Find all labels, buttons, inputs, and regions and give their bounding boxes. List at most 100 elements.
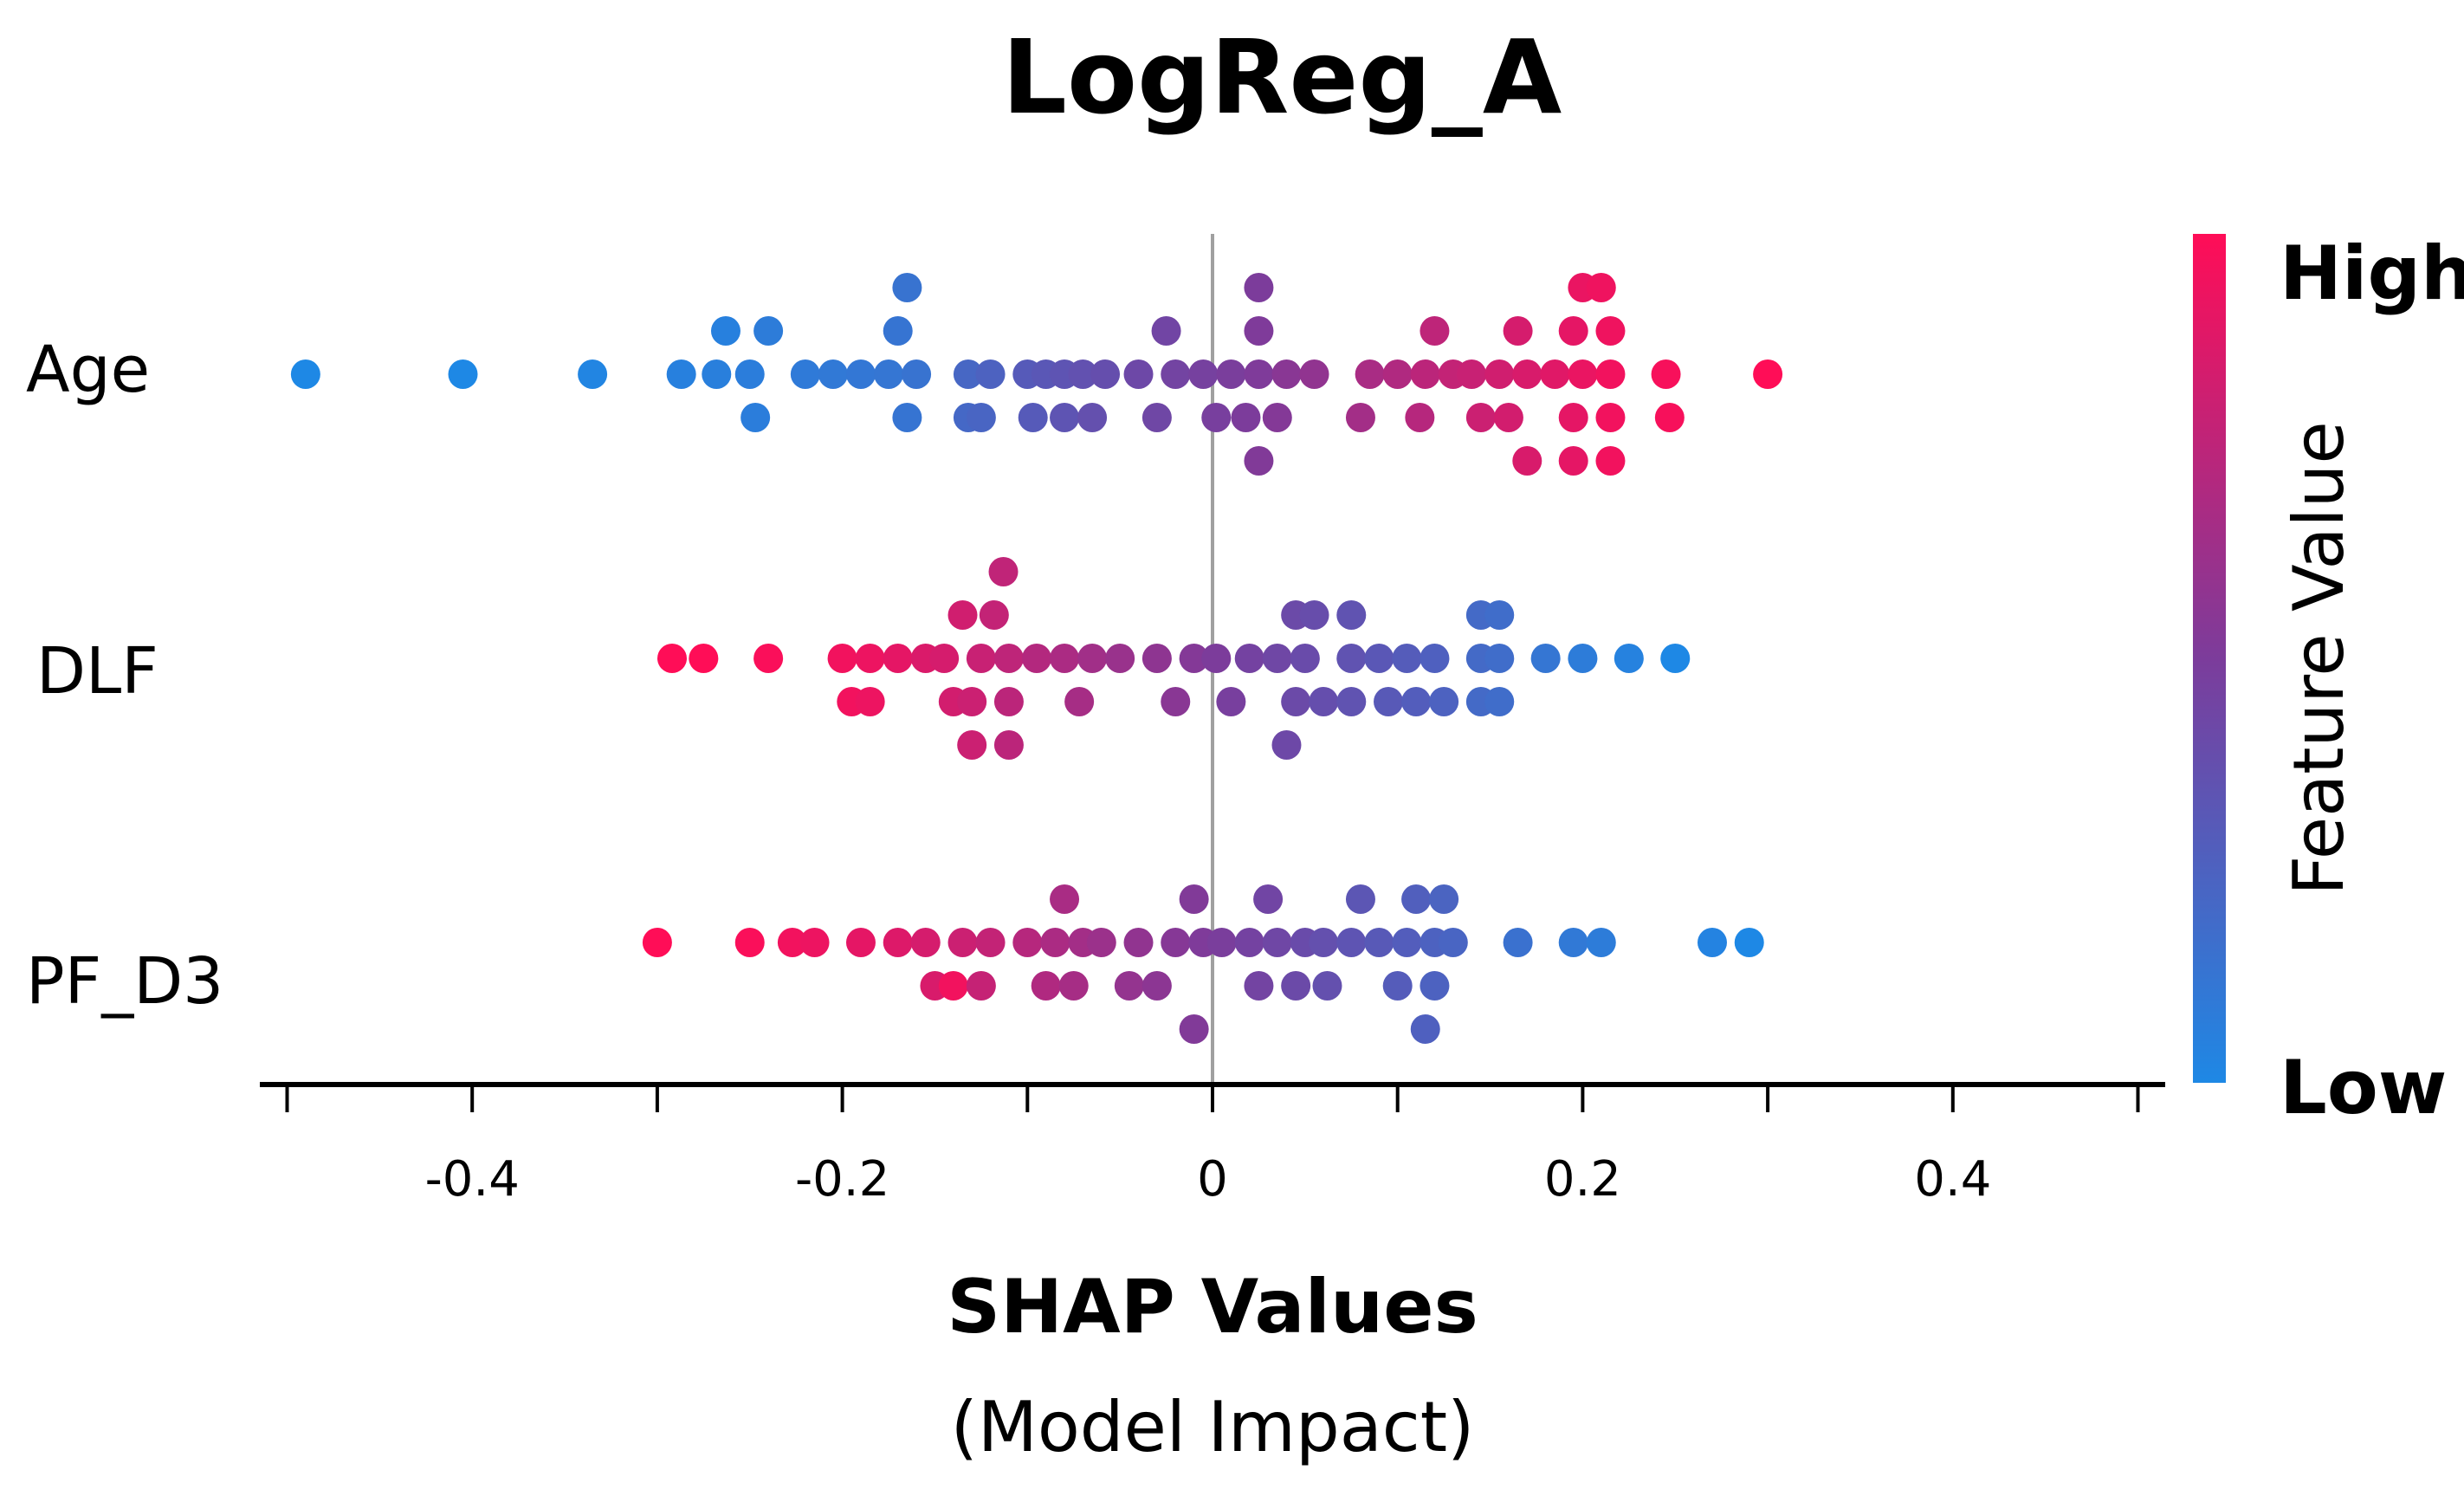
shap-point-age	[1161, 359, 1191, 389]
shap-point-age	[1262, 403, 1292, 432]
shap-point-pf-d3	[1262, 928, 1292, 957]
shap-point-dlf	[1401, 687, 1432, 716]
shap-point-pf-d3	[1734, 928, 1764, 957]
shap-point-dlf	[1420, 644, 1450, 673]
dots-layer	[290, 273, 1783, 1044]
shap-point-dlf	[1336, 644, 1367, 673]
shap-point-age	[1151, 316, 1181, 346]
shap-point-age	[666, 359, 696, 389]
x-tick-label: -0.4	[425, 1151, 520, 1208]
shap-point-pf-d3	[938, 971, 968, 1001]
shap-point-dlf	[929, 644, 960, 673]
shap-point-pf-d3	[1206, 928, 1237, 957]
shap-point-age	[1651, 359, 1681, 389]
shap-point-dlf	[1021, 644, 1051, 673]
shap-point-pf-d3	[1012, 928, 1043, 957]
shap-point-pf-d3	[1420, 971, 1450, 1001]
shap-point-pf-d3	[1697, 928, 1727, 957]
shap-point-pf-d3	[845, 928, 876, 957]
colorbar-low-label: Low	[2280, 1045, 2447, 1131]
shap-point-age	[874, 359, 904, 389]
shap-point-age	[578, 359, 608, 389]
shap-point-age	[1558, 316, 1588, 346]
shap-point-dlf	[753, 644, 784, 673]
shap-point-pf-d3	[1312, 971, 1342, 1001]
shap-point-dlf	[855, 644, 885, 673]
shap-point-dlf	[1077, 644, 1108, 673]
shap-point-dlf	[1568, 644, 1598, 673]
shap-point-age	[1188, 359, 1219, 389]
shap-point-age	[902, 359, 932, 389]
shap-point-age	[1595, 403, 1626, 432]
shap-point-age	[1595, 316, 1626, 346]
shap-point-age	[448, 359, 478, 389]
shap-point-pf-d3	[642, 928, 672, 957]
shap-point-dlf	[1364, 644, 1394, 673]
shap-point-pf-d3	[777, 928, 807, 957]
shap-point-age	[1540, 359, 1570, 389]
shap-point-dlf	[1281, 687, 1311, 716]
feature-label-age: Age	[26, 333, 150, 407]
shap-point-pf-d3	[799, 928, 830, 957]
shap-point-age	[1558, 446, 1588, 476]
shap-point-age	[1090, 359, 1121, 389]
shap-point-pf-d3	[1141, 971, 1172, 1001]
shap-point-dlf	[1201, 644, 1232, 673]
feature-label-dlf: DLF	[36, 634, 158, 709]
shap-point-dlf	[957, 687, 987, 716]
shap-point-dlf	[993, 687, 1024, 716]
shap-point-age	[1595, 446, 1626, 476]
shap-point-age	[1586, 273, 1616, 302]
shap-point-pf-d3	[1429, 884, 1459, 914]
shap-point-age	[1244, 273, 1274, 302]
shap-point-dlf	[1484, 600, 1515, 630]
shap-point-dlf	[1484, 687, 1515, 716]
shap-point-pf-d3	[1392, 928, 1422, 957]
shap-point-pf-d3	[947, 928, 978, 957]
shap-point-age	[1405, 403, 1435, 432]
shap-point-dlf	[1262, 644, 1292, 673]
shap-point-age	[1493, 403, 1523, 432]
shap-point-age	[1382, 359, 1413, 389]
shap-point-dlf	[1141, 644, 1172, 673]
x-tick-label: 0.4	[1914, 1151, 1991, 1208]
shap-point-age	[1595, 359, 1626, 389]
shap-point-age	[734, 359, 765, 389]
shap-point-pf-d3	[1058, 971, 1089, 1001]
shap-point-age	[710, 316, 740, 346]
shap-point-age	[1558, 403, 1588, 432]
shap-point-dlf	[855, 687, 885, 716]
shap-point-age	[1050, 403, 1080, 432]
shap-point-dlf	[993, 644, 1024, 673]
shap-point-dlf	[947, 600, 978, 630]
shap-point-dlf	[966, 644, 996, 673]
shap-point-dlf	[1429, 687, 1459, 716]
shap-point-dlf	[1216, 687, 1246, 716]
shap-point-age	[1512, 446, 1542, 476]
shap-point-age	[1123, 359, 1154, 389]
shap-point-age	[1068, 359, 1098, 389]
shap-point-dlf	[1374, 687, 1404, 716]
shap-point-dlf	[1299, 600, 1329, 630]
shap-point-age	[1216, 359, 1246, 389]
shap-point-dlf	[1660, 644, 1691, 673]
shap-point-age	[818, 359, 848, 389]
shap-point-age	[1244, 316, 1274, 346]
shap-point-dlf	[1064, 687, 1095, 716]
shap-point-age	[966, 403, 996, 432]
shap-point-pf-d3	[1040, 928, 1070, 957]
shap-point-age	[1244, 359, 1274, 389]
shap-point-age	[702, 359, 732, 389]
shap-point-dlf	[1290, 644, 1320, 673]
colorbar-high-label: High	[2280, 230, 2464, 317]
shap-point-age	[1018, 403, 1048, 432]
shap-point-pf-d3	[1161, 928, 1191, 957]
shap-point-dlf	[1309, 687, 1339, 716]
x-ticks: -0.4 -0.2 0 0.2 0.4	[285, 1085, 2140, 1208]
shap-point-age	[1457, 359, 1487, 389]
shap-point-pf-d3	[883, 928, 913, 957]
shap-point-pf-d3	[1345, 884, 1375, 914]
shap-point-dlf	[827, 644, 857, 673]
shap-point-age	[953, 359, 983, 389]
